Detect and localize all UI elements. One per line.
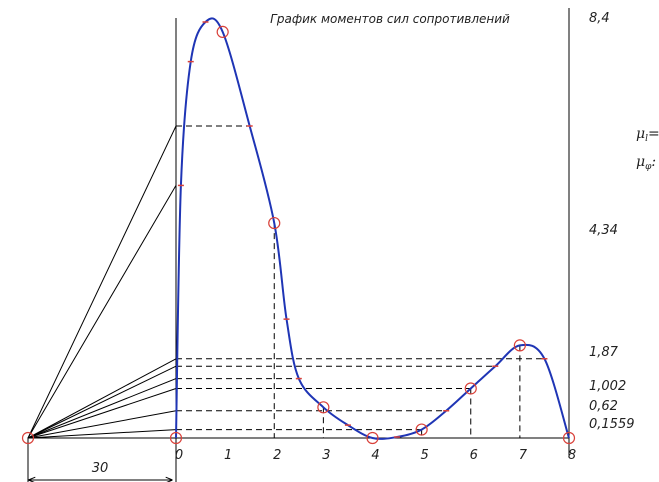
projection-lines bbox=[176, 125, 545, 438]
scale-mu-phi-subscript: φ bbox=[645, 162, 652, 172]
scale-mu-l-subscript: l bbox=[645, 134, 648, 144]
pole-ray-6 bbox=[27, 410, 177, 439]
position-marker-0 bbox=[169, 431, 183, 445]
y-value-label: 0,1559 bbox=[589, 417, 635, 432]
scale-mu-l-symbol: μ bbox=[636, 126, 645, 142]
position-marker-8 bbox=[562, 431, 576, 445]
scale-mu-l: μl= bbox=[636, 126, 659, 144]
x-tick-label: 4 bbox=[371, 448, 379, 463]
x-tick-label: 2 bbox=[273, 448, 281, 463]
position-marker-peak bbox=[216, 25, 229, 39]
scale-mu-l-suffix: = bbox=[648, 126, 659, 142]
x-tick-label: 1 bbox=[224, 448, 232, 463]
x-tick-label: 5 bbox=[420, 448, 428, 463]
x-tick-label: 8 bbox=[568, 448, 576, 463]
pole-ray-7 bbox=[27, 429, 177, 439]
pole-rays bbox=[27, 125, 177, 439]
pole-ray-4 bbox=[27, 358, 177, 439]
position-marker-5 bbox=[415, 423, 428, 436]
scale-mu-phi-suffix: : bbox=[651, 154, 656, 170]
pole-ray-2 bbox=[27, 378, 177, 439]
position-marker-3 bbox=[317, 401, 330, 414]
y-value-labels: 8,4 4,34 1,87 1,002 0,62 0,1559 bbox=[589, 11, 635, 432]
x-tick-label: 6 bbox=[470, 448, 478, 463]
chart-title: График моментов сил сопротивлений bbox=[270, 12, 510, 26]
pole-distance-label: 30 bbox=[92, 461, 109, 476]
x-tick-label: 0 bbox=[175, 448, 183, 463]
position-marker-4 bbox=[366, 431, 379, 445]
position-marker-2 bbox=[268, 216, 281, 230]
scale-mu-phi: μφ: bbox=[636, 154, 656, 172]
pole-ray-0 bbox=[27, 185, 177, 439]
position-marker-6 bbox=[464, 382, 477, 395]
position-marker-7 bbox=[513, 339, 526, 352]
y-value-label: 1,002 bbox=[589, 379, 626, 394]
pole-marker bbox=[21, 431, 35, 445]
pole-ray-3 bbox=[27, 365, 177, 439]
x-tick-label: 7 bbox=[519, 448, 528, 463]
resistance-moment-curve bbox=[175, 17, 570, 440]
curve-points bbox=[21, 21, 576, 445]
x-tick-label: 3 bbox=[322, 448, 330, 463]
x-tick-labels: 0 1 2 3 4 5 6 7 8 bbox=[175, 448, 576, 463]
pole-ray-5 bbox=[27, 388, 177, 439]
y-value-label: 4,34 bbox=[589, 223, 618, 238]
y-value-label: 1,87 bbox=[589, 345, 619, 360]
scale-mu-phi-symbol: μ bbox=[636, 154, 645, 170]
pole-ray-1 bbox=[27, 125, 177, 439]
y-value-label: 0,62 bbox=[589, 399, 618, 414]
y-value-label: 8,4 bbox=[589, 11, 610, 26]
